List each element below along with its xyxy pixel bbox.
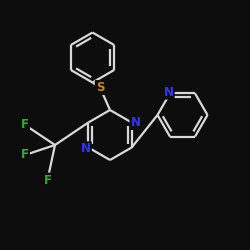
Text: F: F — [44, 174, 52, 186]
Text: F: F — [21, 148, 29, 162]
Text: N: N — [164, 86, 174, 98]
Text: N: N — [81, 142, 91, 155]
Text: S: S — [96, 81, 104, 94]
Text: F: F — [21, 118, 29, 132]
Text: N: N — [130, 116, 140, 129]
